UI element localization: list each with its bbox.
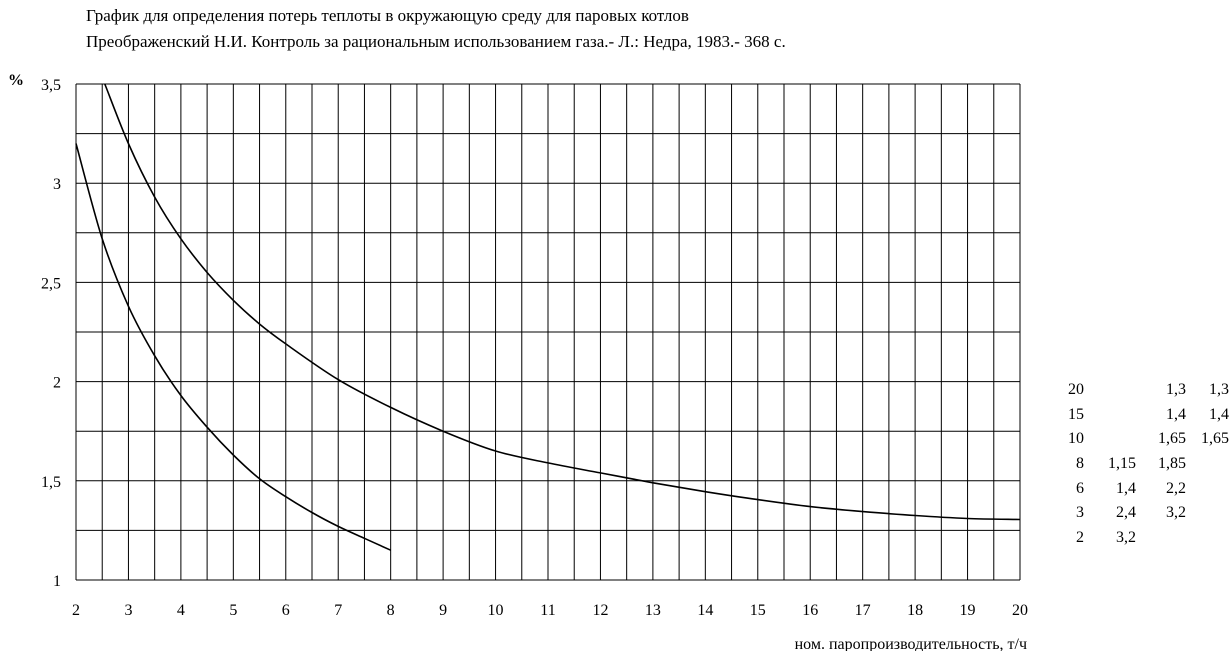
side-table-cell (1084, 427, 1136, 452)
x-tick-label: 6 (282, 602, 290, 619)
side-table-cell: 1,4 (1209, 405, 1229, 423)
side-table-cell (1186, 526, 1229, 551)
chart-subtitle: Преображенский Н.И. Контроль за рационал… (86, 32, 786, 51)
x-tick-label: 5 (229, 602, 237, 619)
side-table-row: 6 1,4 2,2 (1060, 476, 1229, 501)
y-tick-label: 1,5 (41, 474, 61, 491)
side-table-cell (1084, 378, 1136, 403)
y-tick-label: 2,5 (41, 275, 61, 292)
x-tick-label: 17 (855, 602, 871, 619)
y-tick-label: 1 (53, 573, 61, 590)
side-table-cell: 6 (1076, 479, 1084, 497)
side-table-row: 10 1,65 1,65 (1060, 427, 1229, 452)
side-table-cell: 1,65 (1201, 430, 1229, 448)
y-tick-label: 3 (53, 176, 61, 193)
series-line-1 (75, 143, 392, 551)
x-tick-label: 13 (645, 602, 661, 619)
side-table-cell: 20 (1068, 381, 1084, 399)
side-table-cell: 3,2 (1166, 504, 1186, 522)
side-table-cell: 1,65 (1158, 430, 1186, 448)
side-table-row: 3 2,4 3,2 (1060, 501, 1229, 526)
chart-title: График для определения потерь теплоты в … (86, 6, 689, 25)
side-table-cell: 2,4 (1116, 504, 1136, 522)
side-table-row: 20 1,3 1,3 (1060, 378, 1229, 403)
side-table-cell (1186, 501, 1229, 526)
x-tick-label: 15 (750, 602, 766, 619)
x-tick-label: 12 (592, 602, 608, 619)
x-tick-label: 7 (334, 602, 342, 619)
x-tick-label: 11 (540, 602, 555, 619)
side-table-cell (1084, 403, 1136, 428)
side-table-cell: 8 (1076, 455, 1084, 473)
side-table-cell: 3,2 (1116, 528, 1136, 546)
side-table-cell (1186, 476, 1229, 501)
side-table-cell: 3 (1076, 504, 1084, 522)
side-table-cell (1186, 452, 1229, 477)
side-table-cell (1136, 526, 1186, 551)
side-table-row: 8 1,15 1,85 (1060, 452, 1229, 477)
x-tick-label: 8 (387, 602, 395, 619)
x-tick-label: 4 (177, 602, 185, 619)
side-table-cell: 10 (1068, 430, 1084, 448)
y-axis-label: % (8, 72, 24, 89)
side-table-row: 15 1,4 1,4 (1060, 403, 1229, 428)
side-table-cell: 1,3 (1166, 381, 1186, 399)
side-table-cell: 2 (1076, 528, 1084, 546)
x-tick-label: 20 (1012, 602, 1028, 619)
y-tick-label: 2 (53, 375, 61, 392)
x-tick-label: 19 (960, 602, 976, 619)
x-tick-label: 14 (697, 602, 713, 619)
side-table-cell: 1,4 (1116, 479, 1136, 497)
x-tick-label: 18 (907, 602, 923, 619)
side-table-cell: 1,15 (1108, 455, 1136, 473)
x-tick-label: 9 (439, 602, 447, 619)
side-table-cell: 2,2 (1166, 479, 1186, 497)
x-tick-label: 10 (488, 602, 504, 619)
series-line-2 (104, 83, 1021, 521)
side-table-cell: 15 (1068, 405, 1084, 423)
y-tick-label: 3,5 (41, 77, 61, 94)
side-table-row: 2 3,2 (1060, 526, 1229, 551)
x-tick-label: 16 (802, 602, 818, 619)
x-tick-label: 3 (124, 602, 132, 619)
side-table-cell: 1,85 (1158, 455, 1186, 473)
side-table-cell: 1,3 (1209, 381, 1229, 399)
side-table-cell: 1,4 (1166, 405, 1186, 423)
x-tick-label: 2 (72, 602, 80, 619)
x-axis-label: ном. паропроизводительность, т/ч (795, 636, 1027, 651)
side-data-table: 20 1,3 1,3 15 1,4 1,4 10 1,65 1,65 8 1,15 1,85 6 1,4 2… (1060, 378, 1229, 550)
